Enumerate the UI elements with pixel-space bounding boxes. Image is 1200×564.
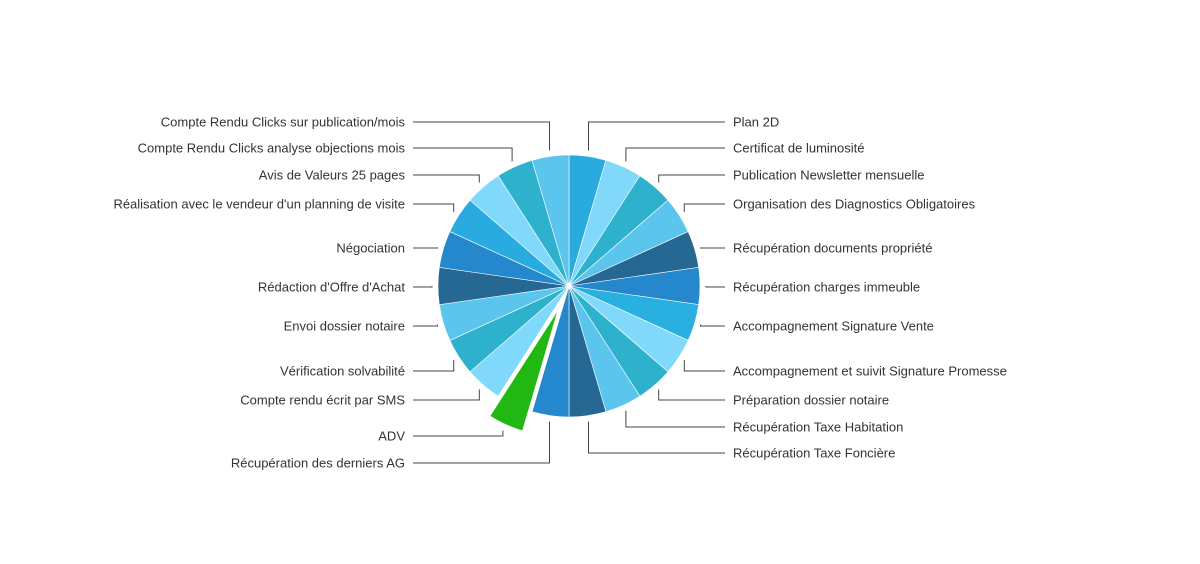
slice-label: Compte Rendu Clicks analyse objections m… — [138, 141, 406, 156]
pie-slice — [487, 305, 561, 433]
leader-line — [413, 360, 455, 372]
leader-line — [413, 147, 513, 162]
leader-line — [700, 247, 725, 249]
slice-label: ADV — [378, 429, 405, 444]
pie-slice — [531, 154, 570, 287]
slice-labels: Plan 2D Certificat de luminosité Publicati… — [113, 115, 1006, 471]
slice-label: Récupération des derniers AG — [231, 456, 405, 471]
leader-line — [413, 389, 480, 401]
leader-line — [413, 247, 438, 249]
slice-label: Accompagnement Signature Vente — [733, 319, 934, 334]
pie-slice — [531, 285, 570, 418]
leader-line — [683, 203, 725, 212]
slice-label: Certificat de luminosité — [733, 141, 865, 156]
slice-label: Avis de Valeurs 25 pages — [259, 168, 406, 183]
leader-line — [413, 203, 455, 212]
leader-line — [658, 174, 725, 183]
leader-line — [413, 174, 480, 183]
slice-label: Préparation dossier notaire — [733, 393, 889, 408]
slice-label: Envoi dossier notaire — [284, 319, 405, 334]
slice-label: Négociation — [336, 241, 405, 256]
leader-line — [683, 360, 725, 372]
leader-line — [588, 121, 725, 151]
leader-line — [625, 147, 725, 162]
slice-label: Publication Newsletter mensuelle — [733, 168, 924, 183]
slice-label: Accompagnement et suivit Signature Prome… — [733, 364, 1007, 379]
slice-label: Récupération documents propriété — [733, 241, 932, 256]
leader-line — [413, 430, 504, 437]
slice-label: Rédaction d'Offre d'Achat — [258, 280, 405, 295]
slice-label: Organisation des Diagnostics Obligatoire… — [733, 197, 976, 212]
pie-slices — [437, 154, 701, 433]
leader-line — [588, 421, 725, 454]
leader-line — [413, 286, 433, 288]
slice-label: Récupération Taxe Habitation — [733, 420, 903, 435]
leader-line — [700, 324, 725, 327]
slice-label: Réalisation avec le vendeur d'un plannin… — [113, 197, 405, 212]
leader-line — [413, 121, 550, 151]
slice-label: Récupération charges immeuble — [733, 280, 920, 295]
leader-line — [625, 410, 725, 428]
slice-label: Compte Rendu Clicks sur publication/mois — [161, 115, 406, 130]
leader-lines — [413, 121, 725, 464]
slice-label: Plan 2D — [733, 115, 779, 130]
slice-label: Récupération Taxe Foncière — [733, 446, 895, 461]
leader-line — [658, 389, 725, 401]
leader-line — [413, 421, 550, 464]
leader-line — [705, 286, 725, 288]
leader-line — [413, 324, 438, 327]
slice-label: Vérification solvabilité — [280, 364, 405, 379]
slice-label: Compte rendu écrit par SMS — [240, 393, 405, 408]
